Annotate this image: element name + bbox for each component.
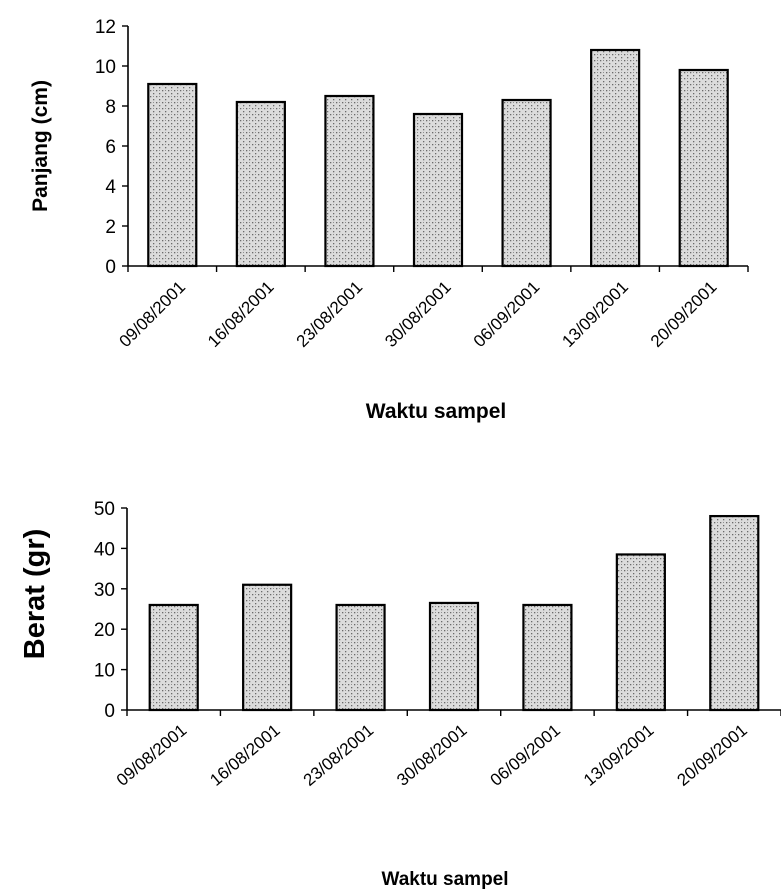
x-tick-label: 06/09/2001 [470, 277, 544, 351]
x-tick-label: 09/08/2001 [116, 277, 190, 351]
y-tick-label: 50 [94, 499, 115, 520]
x-tick-label: 13/09/2001 [558, 277, 632, 351]
y-tick-label: 4 [105, 177, 116, 198]
y-tick-label: 20 [94, 620, 115, 641]
chart-panjang: 0 2 4 6 8 10 12 09/08/2001 16/08/2001 23/08/2001 3… [29, 17, 749, 423]
x-tick-label: 06/09/2001 [487, 721, 564, 790]
y-tick-label: 40 [94, 539, 115, 560]
x-tick-label: 23/08/2001 [300, 721, 377, 790]
x-axis-title: Waktu sampel [366, 400, 506, 423]
bar [324, 94, 375, 268]
x-tick-label: 16/08/2001 [204, 277, 278, 351]
bar [501, 98, 552, 268]
x-axis-title: Waktu sampel [381, 869, 508, 890]
bar [335, 603, 386, 712]
x-tick-label: 30/08/2001 [381, 277, 455, 351]
x-tick-label: 20/09/2001 [647, 277, 721, 351]
bar [235, 100, 286, 268]
x-tick-label: 09/08/2001 [113, 721, 190, 790]
bar [522, 603, 573, 712]
y-tick-label: 8 [105, 97, 116, 118]
x-tick-label: 20/09/2001 [673, 721, 750, 790]
bar [412, 112, 464, 268]
bar [678, 68, 729, 268]
bar [148, 603, 199, 712]
y-tick-label: 0 [105, 257, 116, 278]
y-axis-title: Berat (gr) [19, 529, 51, 660]
x-tick-label: 23/08/2001 [293, 277, 367, 351]
y-tick-label: 2 [105, 217, 116, 238]
x-tick-label: 16/08/2001 [206, 721, 283, 790]
bar [590, 48, 641, 268]
bar [615, 553, 666, 712]
bar [709, 514, 760, 712]
y-tick-label: 0 [104, 701, 115, 722]
chart-berat: 0 10 20 30 40 50 09/08/2001 16/08/2001 23/08/200… [19, 499, 781, 890]
y-tick-label: 10 [95, 57, 116, 78]
bar [242, 583, 293, 712]
bar [147, 82, 198, 268]
x-tick-label: 30/08/2001 [393, 721, 470, 790]
y-tick-label: 12 [95, 17, 116, 38]
y-tick-label: 10 [94, 661, 115, 682]
bar [428, 601, 480, 712]
y-tick-label: 30 [94, 580, 115, 601]
y-axis-title: Panjang (cm) [29, 80, 52, 212]
y-tick-label: 6 [105, 137, 116, 158]
x-tick-label: 13/09/2001 [580, 721, 657, 790]
